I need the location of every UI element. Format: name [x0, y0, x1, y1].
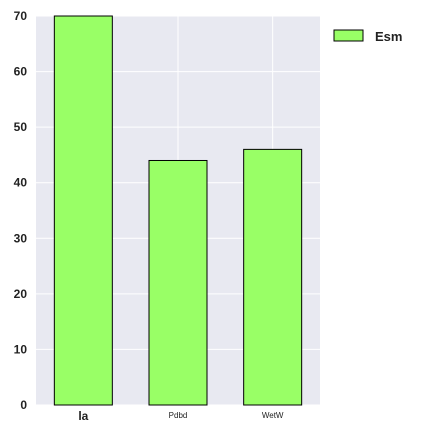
x-axis-ticks: la Pdbd WetW [78, 409, 284, 423]
bar-pdbd [148, 159, 208, 406]
y-tick-label: 70 [14, 9, 28, 23]
y-tick-label: 20 [14, 287, 28, 301]
x-tick-label: la [78, 409, 88, 423]
legend-label: Esm [375, 29, 402, 44]
bar-la [53, 15, 113, 406]
legend-swatch [333, 29, 364, 42]
y-tick-label: 10 [14, 342, 28, 356]
x-tick-label: WetW [262, 411, 284, 420]
legend: Esm [333, 29, 402, 44]
y-tick-label: 30 [14, 231, 28, 245]
y-tick-label: 50 [14, 120, 28, 134]
y-tick-label: 60 [14, 65, 28, 79]
bar-wetw [243, 148, 303, 406]
bars [53, 15, 303, 406]
y-tick-label: 0 [20, 398, 27, 412]
y-axis-ticks: 0 10 20 30 40 50 60 70 [14, 9, 28, 412]
y-tick-label: 40 [14, 176, 28, 190]
x-tick-label: Pdbd [169, 411, 188, 420]
